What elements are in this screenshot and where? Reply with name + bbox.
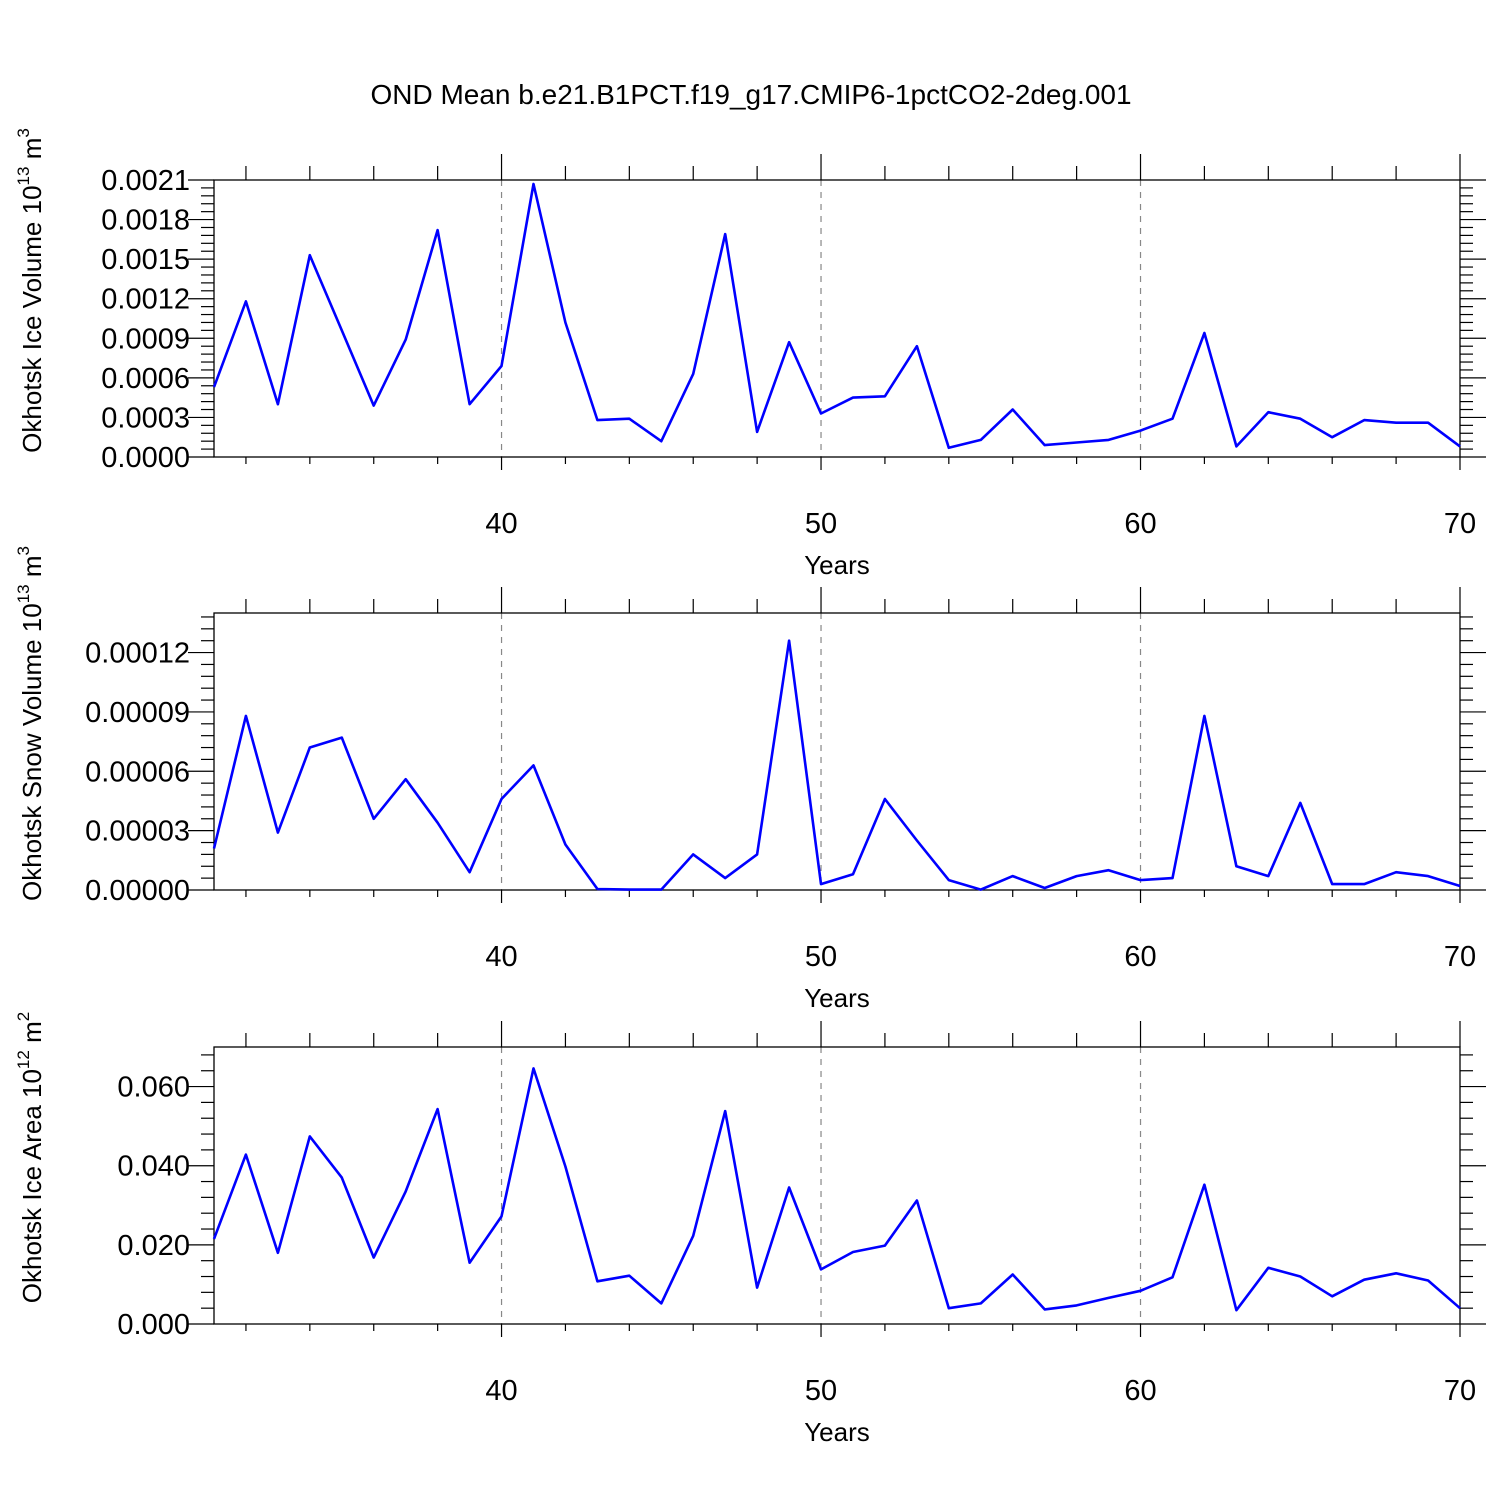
y-tick-label: 0.00009 xyxy=(85,697,190,729)
y-tick-label: 0.060 xyxy=(117,1072,190,1104)
y-axis-label-ylabel-unit: m xyxy=(17,138,47,167)
y-axis-label-ylabel-unit-exp: 3 xyxy=(14,128,33,137)
y-axis-label-ylabel-unit: m xyxy=(17,1021,47,1050)
ice-volume-panel: 0.0000 0.0003 0.0006 0.0009 0.0012 0.0015 0.00… xyxy=(14,128,1486,580)
chart-title: OND Mean b.e21.B1PCT.f19_g17.CMIP6-1pctC… xyxy=(370,79,1131,110)
y-axis-label: Okhotsk Ice Volume 1013 m3 xyxy=(14,128,47,453)
x-axis-label: Years xyxy=(804,983,870,1013)
y-tick-label: 0.0021 xyxy=(101,165,190,197)
x-tick-label: 50 xyxy=(805,1375,837,1407)
x-axis-label: Years xyxy=(804,1417,870,1447)
x-tick-label: 40 xyxy=(485,1375,517,1407)
y-tick-label: 0.0018 xyxy=(101,205,190,237)
x-tick-label: 70 xyxy=(1444,508,1476,540)
snow-volume-panel: 0.00000 0.00003 0.00006 0.00009 0.00012 40 50 6… xyxy=(14,546,1486,1013)
plot-frame xyxy=(213,179,1461,458)
series-line xyxy=(212,1067,1461,1312)
ice-area-panel: 0.000 0.020 0.040 0.060 40 50 60 70 Years Okhotsk… xyxy=(14,1012,1486,1447)
y-axis-label-ylabel-unit-exp: 3 xyxy=(14,546,33,555)
y-tick-label: 0.0000 xyxy=(101,442,190,474)
y-tick-label: 0.000 xyxy=(117,1309,190,1341)
y-tick-label: 0.0009 xyxy=(101,323,190,355)
y-tick-label: 0.0006 xyxy=(101,363,190,395)
y-tick-label: 0.0003 xyxy=(101,402,190,434)
plot-frame xyxy=(213,612,1461,891)
x-tick-label: 50 xyxy=(805,508,837,540)
x-tick-label: 60 xyxy=(1124,1375,1156,1407)
y-axis-label-ylabel-exp: 13 xyxy=(14,584,33,603)
x-tick-label: 40 xyxy=(485,508,517,540)
y-axis-label: Okhotsk Snow Volume 1013 m3 xyxy=(14,546,47,901)
x-tick-label: 50 xyxy=(805,941,837,973)
y-tick-label: 0.0015 xyxy=(101,244,190,276)
x-tick-label: 70 xyxy=(1444,1375,1476,1407)
y-tick-label: 0.00003 xyxy=(85,816,190,848)
series-line xyxy=(212,639,1461,891)
y-tick-label: 0.00000 xyxy=(85,875,190,907)
series-line xyxy=(212,182,1461,450)
y-axis-label-ylabel-main: Okhotsk Snow Volume 10 xyxy=(17,603,47,901)
y-axis-label-ylabel-main: Okhotsk Ice Volume 10 xyxy=(17,185,47,452)
x-tick-label: 40 xyxy=(485,941,517,973)
y-axis-label: Okhotsk Ice Area 1012 m2 xyxy=(14,1012,47,1303)
x-tick-label: 70 xyxy=(1444,941,1476,973)
x-axis-label: Years xyxy=(804,550,870,580)
y-axis-label-ylabel-exp: 13 xyxy=(14,167,33,186)
plot-frame xyxy=(213,1046,1461,1325)
y-axis-label-ylabel-exp: 12 xyxy=(14,1050,33,1069)
y-axis-label-ylabel-unit: m xyxy=(17,555,47,584)
y-tick-label: 0.0012 xyxy=(101,284,190,316)
x-tick-label: 60 xyxy=(1124,508,1156,540)
y-tick-label: 0.00006 xyxy=(85,756,190,788)
y-tick-label: 0.020 xyxy=(117,1230,190,1262)
y-axis-label-ylabel-main: Okhotsk Ice Area 10 xyxy=(17,1069,47,1303)
x-tick-label: 60 xyxy=(1124,941,1156,973)
y-tick-label: 0.00012 xyxy=(85,638,190,670)
y-axis-label-ylabel-unit-exp: 2 xyxy=(14,1012,33,1021)
y-tick-label: 0.040 xyxy=(117,1151,190,1183)
